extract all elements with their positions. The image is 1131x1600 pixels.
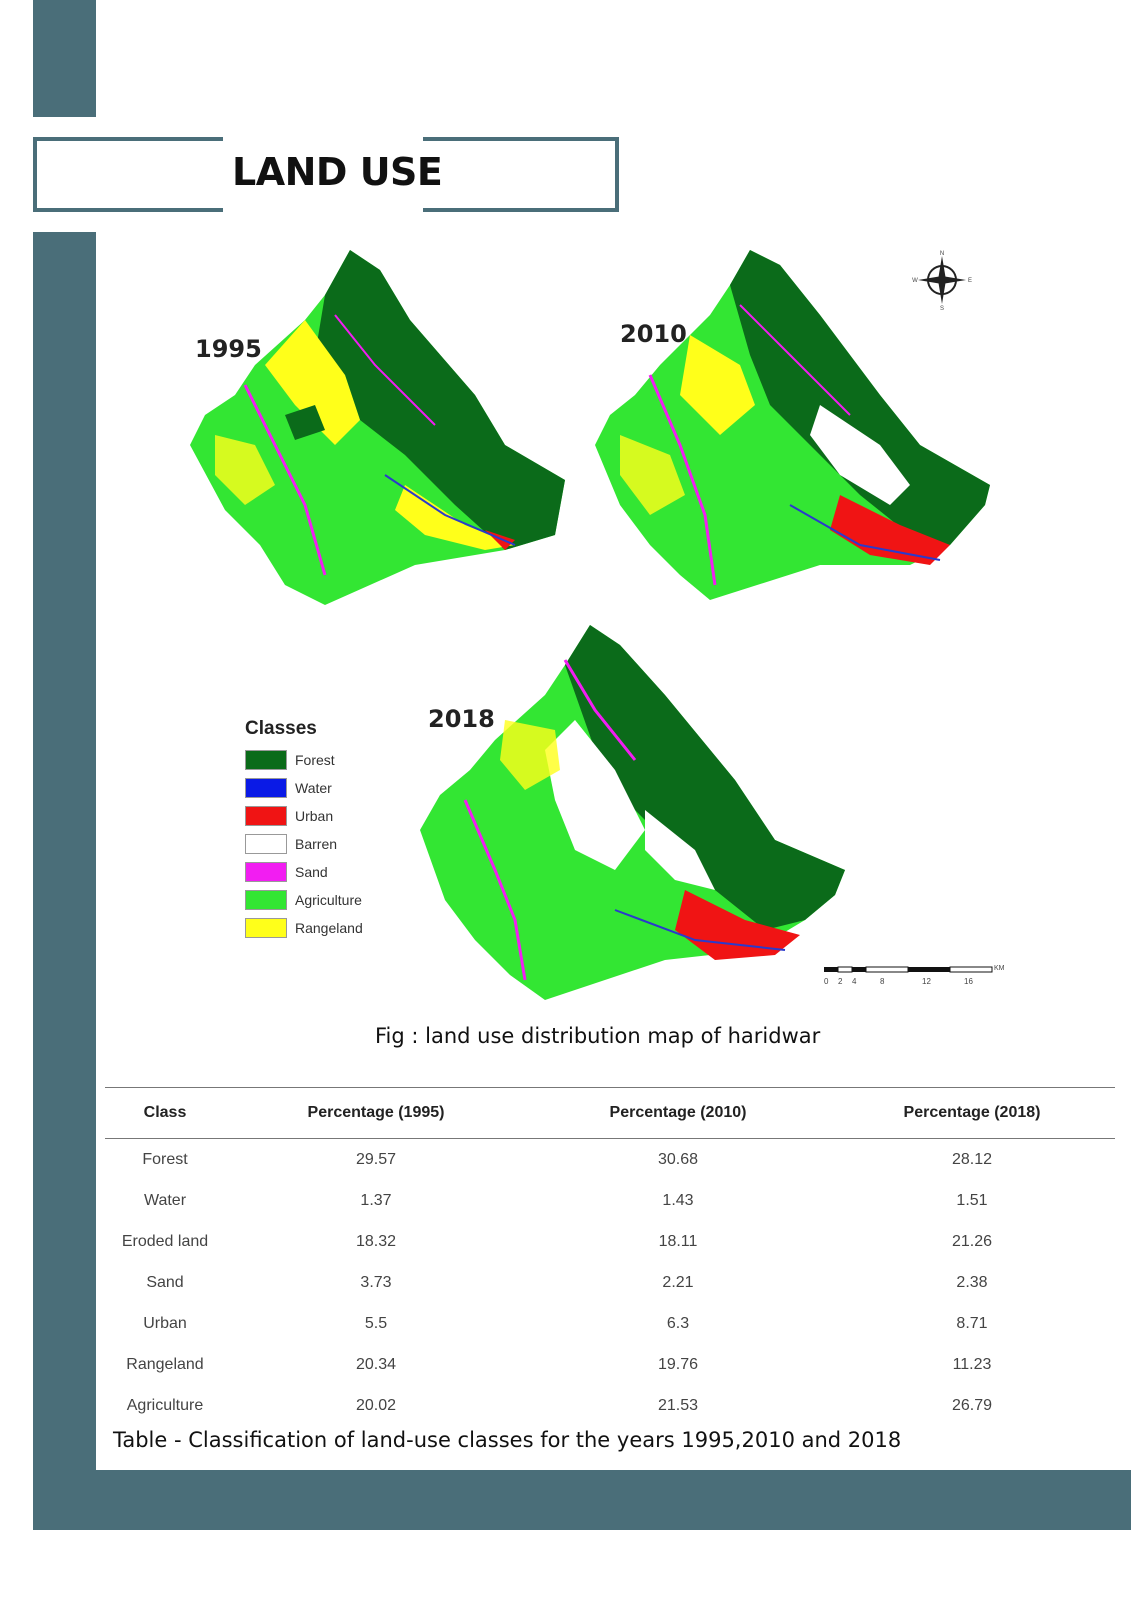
- map-2018: [420, 625, 845, 1000]
- legend-swatch: [245, 750, 287, 770]
- table-row: Sand 3.73 2.21 2.38: [105, 1262, 1115, 1303]
- table-row: Rangeland 20.34 19.76 11.23: [105, 1344, 1115, 1385]
- legend-item: Water: [245, 774, 363, 802]
- scale-bar: 0 2 4 8 12 16 KM: [824, 965, 1005, 986]
- table-header-cell: Percentage (2010): [527, 1087, 829, 1139]
- table-row: Water 1.37 1.43 1.51: [105, 1180, 1115, 1221]
- compass-south-label: S: [940, 306, 944, 310]
- scale-tick-label: 12: [922, 977, 931, 986]
- table-cell: 1.43: [662, 1191, 694, 1209]
- compass-west-label: W: [912, 278, 918, 284]
- legend-item: Barren: [245, 830, 363, 858]
- table-cell: Sand: [146, 1273, 184, 1291]
- compass-east-label: E: [968, 278, 972, 284]
- legend-swatch: [245, 890, 287, 910]
- table-row: Forest 29.57 30.68 28.12: [105, 1139, 1115, 1181]
- table-cell: 1.51: [956, 1191, 988, 1209]
- scale-tick-label: 2: [838, 977, 843, 986]
- table-cell: 20.34: [355, 1355, 397, 1373]
- map-year-label: 2010: [620, 320, 687, 348]
- table-header-cell: Percentage (2018): [829, 1087, 1115, 1139]
- table-cell: 8.71: [956, 1314, 988, 1332]
- table-row: Urban 5.5 6.3 8.71: [105, 1303, 1115, 1344]
- scale-tick-label: 8: [880, 977, 885, 986]
- table-cell: 19.76: [657, 1355, 699, 1373]
- title-frame-gap: [223, 130, 423, 220]
- compass-rose-icon: N S E W: [912, 251, 972, 310]
- map-legend: Classes Forest Water Urban Barren Sand Agricu…: [245, 718, 363, 942]
- legend-rows: Forest Water Urban Barren Sand Agriculture Ran…: [245, 746, 363, 942]
- page-title: LAND USE: [232, 150, 443, 194]
- table-header-cell: Class: [105, 1087, 225, 1139]
- legend-swatch: [245, 918, 287, 938]
- legend-label: Urban: [295, 808, 334, 824]
- table-cell: 11.23: [952, 1355, 992, 1373]
- legend-item: Agriculture: [245, 886, 363, 914]
- top-left-bar: [33, 0, 96, 117]
- legend-label: Rangeland: [295, 920, 363, 936]
- table-body: Forest 29.57 30.68 28.12 Water 1.37 1.43 1.51 Er…: [105, 1139, 1115, 1427]
- table-header-row: Class Percentage (1995) Percentage (2010…: [105, 1087, 1115, 1139]
- legend-item: Rangeland: [245, 914, 363, 942]
- table-cell: Rangeland: [126, 1355, 204, 1373]
- map-1995: [190, 250, 565, 605]
- table-cell: 29.57: [355, 1150, 397, 1168]
- legend-label: Forest: [295, 752, 335, 768]
- map-2010: [595, 250, 990, 600]
- table-cell: Agriculture: [126, 1396, 204, 1414]
- legend-item: Sand: [245, 858, 363, 886]
- scale-tick-label: 16: [964, 977, 973, 986]
- table-cell: 20.02: [355, 1396, 397, 1414]
- table-cell: 28.12: [951, 1150, 993, 1168]
- table-cell: 26.79: [951, 1396, 993, 1414]
- table-row: Eroded land 18.32 18.11 21.26: [105, 1221, 1115, 1262]
- legend-label: Sand: [295, 864, 328, 880]
- table-header-cell: Percentage (1995): [225, 1087, 527, 1139]
- figure-caption: Fig : land use distribution map of harid…: [375, 1024, 821, 1048]
- table-cell: 6.3: [666, 1314, 690, 1332]
- table-cell: 30.68: [657, 1150, 699, 1168]
- table-cell: Urban: [143, 1314, 187, 1332]
- table-cell: 21.53: [657, 1396, 699, 1414]
- legend-item: Urban: [245, 802, 363, 830]
- bottom-bar: [33, 1470, 1131, 1530]
- scale-tick-label: 4: [852, 977, 857, 986]
- left-bar: [33, 232, 96, 1530]
- legend-swatch: [245, 862, 287, 882]
- legend-swatch: [245, 834, 287, 854]
- legend-swatch: [245, 778, 287, 798]
- table-cell: 5.5: [364, 1314, 388, 1332]
- compass-north-label: N: [940, 251, 944, 257]
- table-cell: 1.37: [360, 1191, 392, 1209]
- table-cell: 18.11: [658, 1232, 698, 1250]
- table-cell: Water: [143, 1191, 187, 1209]
- table-cell: 2.38: [956, 1273, 988, 1291]
- map-year-label: 1995: [195, 335, 262, 363]
- scale-unit: KM: [994, 965, 1005, 972]
- table-cell: 21.26: [951, 1232, 993, 1250]
- table-cell: Eroded land: [121, 1232, 209, 1250]
- legend-label: Barren: [295, 836, 338, 852]
- scale-tick-label: 0: [824, 977, 829, 986]
- legend-swatch: [245, 806, 287, 826]
- legend-label: Agriculture: [295, 892, 362, 908]
- table-row: Agriculture 20.02 21.53 26.79: [105, 1385, 1115, 1426]
- table-cell: 2.21: [662, 1273, 694, 1291]
- table-cell: 3.73: [360, 1273, 392, 1291]
- land-use-table: Class Percentage (1995) Percentage (2010…: [105, 1087, 1115, 1426]
- table-cell: 18.32: [355, 1232, 397, 1250]
- legend-item: Forest: [245, 746, 363, 774]
- table-caption: Table - Classification of land-use class…: [113, 1428, 902, 1452]
- legend-label: Water: [295, 780, 332, 796]
- legend-title: Classes: [245, 718, 317, 739]
- map-year-label: 2018: [428, 705, 495, 733]
- table-cell: Forest: [142, 1150, 188, 1168]
